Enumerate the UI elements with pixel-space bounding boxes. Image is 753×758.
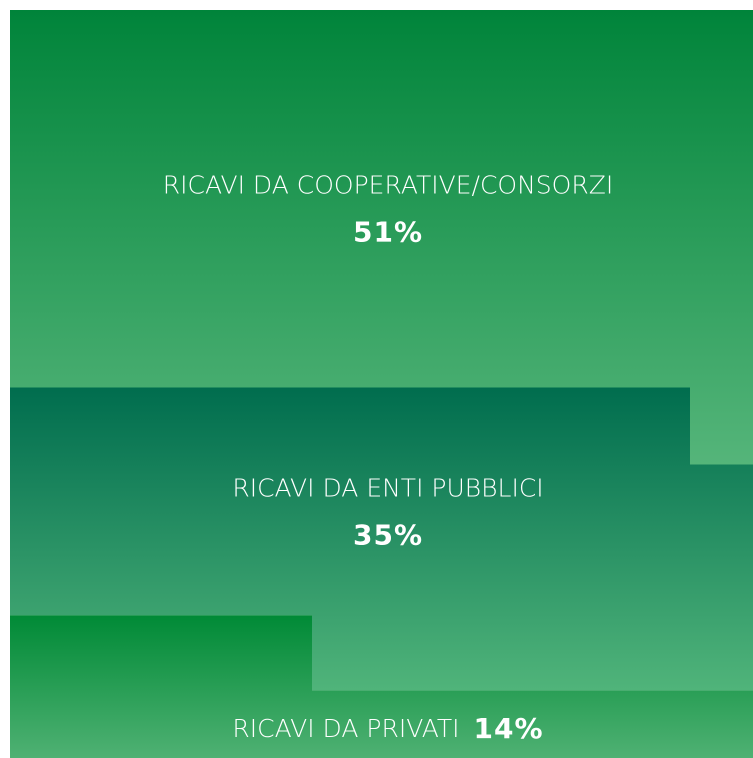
category-label: RICAVI DA PRIVATI bbox=[232, 714, 459, 743]
block bbox=[10, 387, 753, 691]
category-label: RICAVI DA COOPERATIVE/CONSORZI bbox=[163, 171, 613, 200]
value-label: 35% bbox=[353, 518, 423, 551]
block bbox=[10, 615, 753, 758]
block bbox=[10, 10, 753, 465]
category-label: RICAVI DA ENTI PUBBLICI bbox=[232, 473, 543, 502]
value-label: 14% bbox=[474, 712, 544, 745]
category-row: RICAVI DA PRIVATI 14% bbox=[232, 712, 543, 745]
value-label: 51% bbox=[353, 216, 423, 249]
